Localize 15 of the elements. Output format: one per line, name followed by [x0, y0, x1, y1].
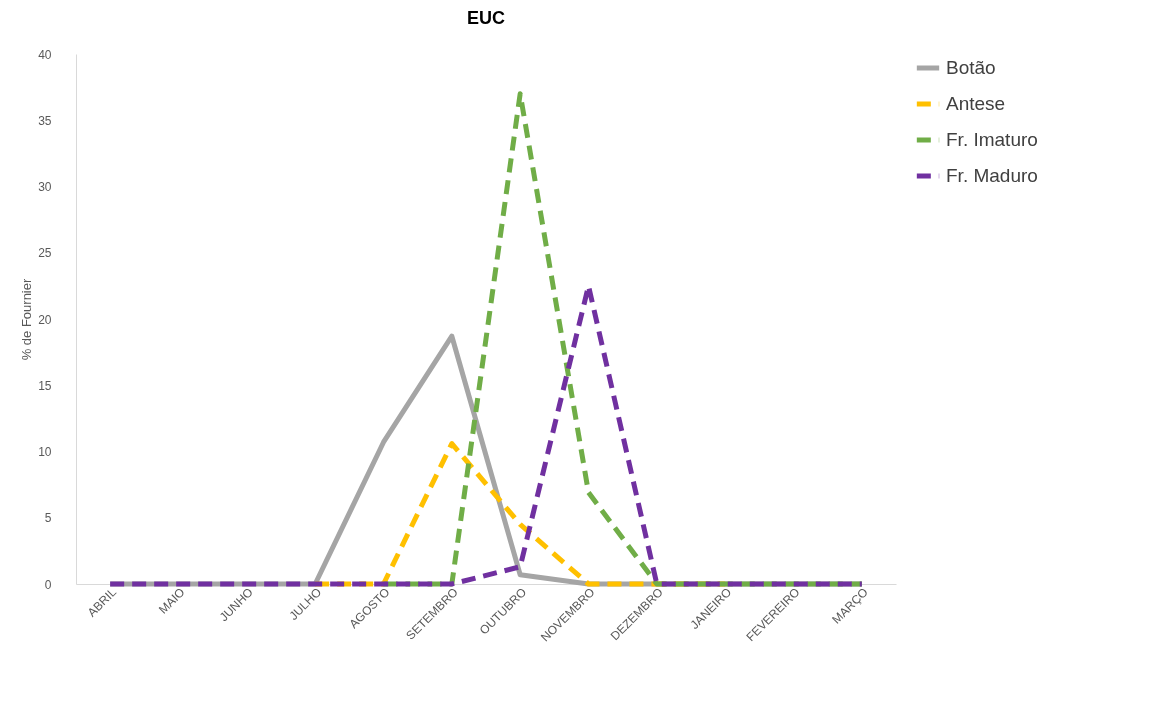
y-tick-label: 40	[38, 47, 52, 62]
legend-label: Botão	[946, 57, 996, 78]
y-tick-label: 35	[38, 113, 52, 128]
y-tick-label: 15	[38, 378, 52, 393]
y-axis-title: % de Fournier	[19, 278, 35, 361]
y-tick-label: 0	[44, 577, 52, 592]
legend-label: Fr. Imaturo	[946, 129, 1038, 150]
y-tick-label: 25	[38, 246, 52, 261]
chart-title: EUC	[466, 8, 506, 28]
y-tick-label: 30	[38, 180, 52, 194]
y-tick-label: 20	[38, 312, 52, 327]
y-tick-label: 10	[38, 445, 52, 459]
legend-label: Antese	[946, 93, 1006, 114]
y-tick-label: 5	[44, 511, 52, 526]
legend-label: Fr. Maduro	[946, 165, 1038, 186]
